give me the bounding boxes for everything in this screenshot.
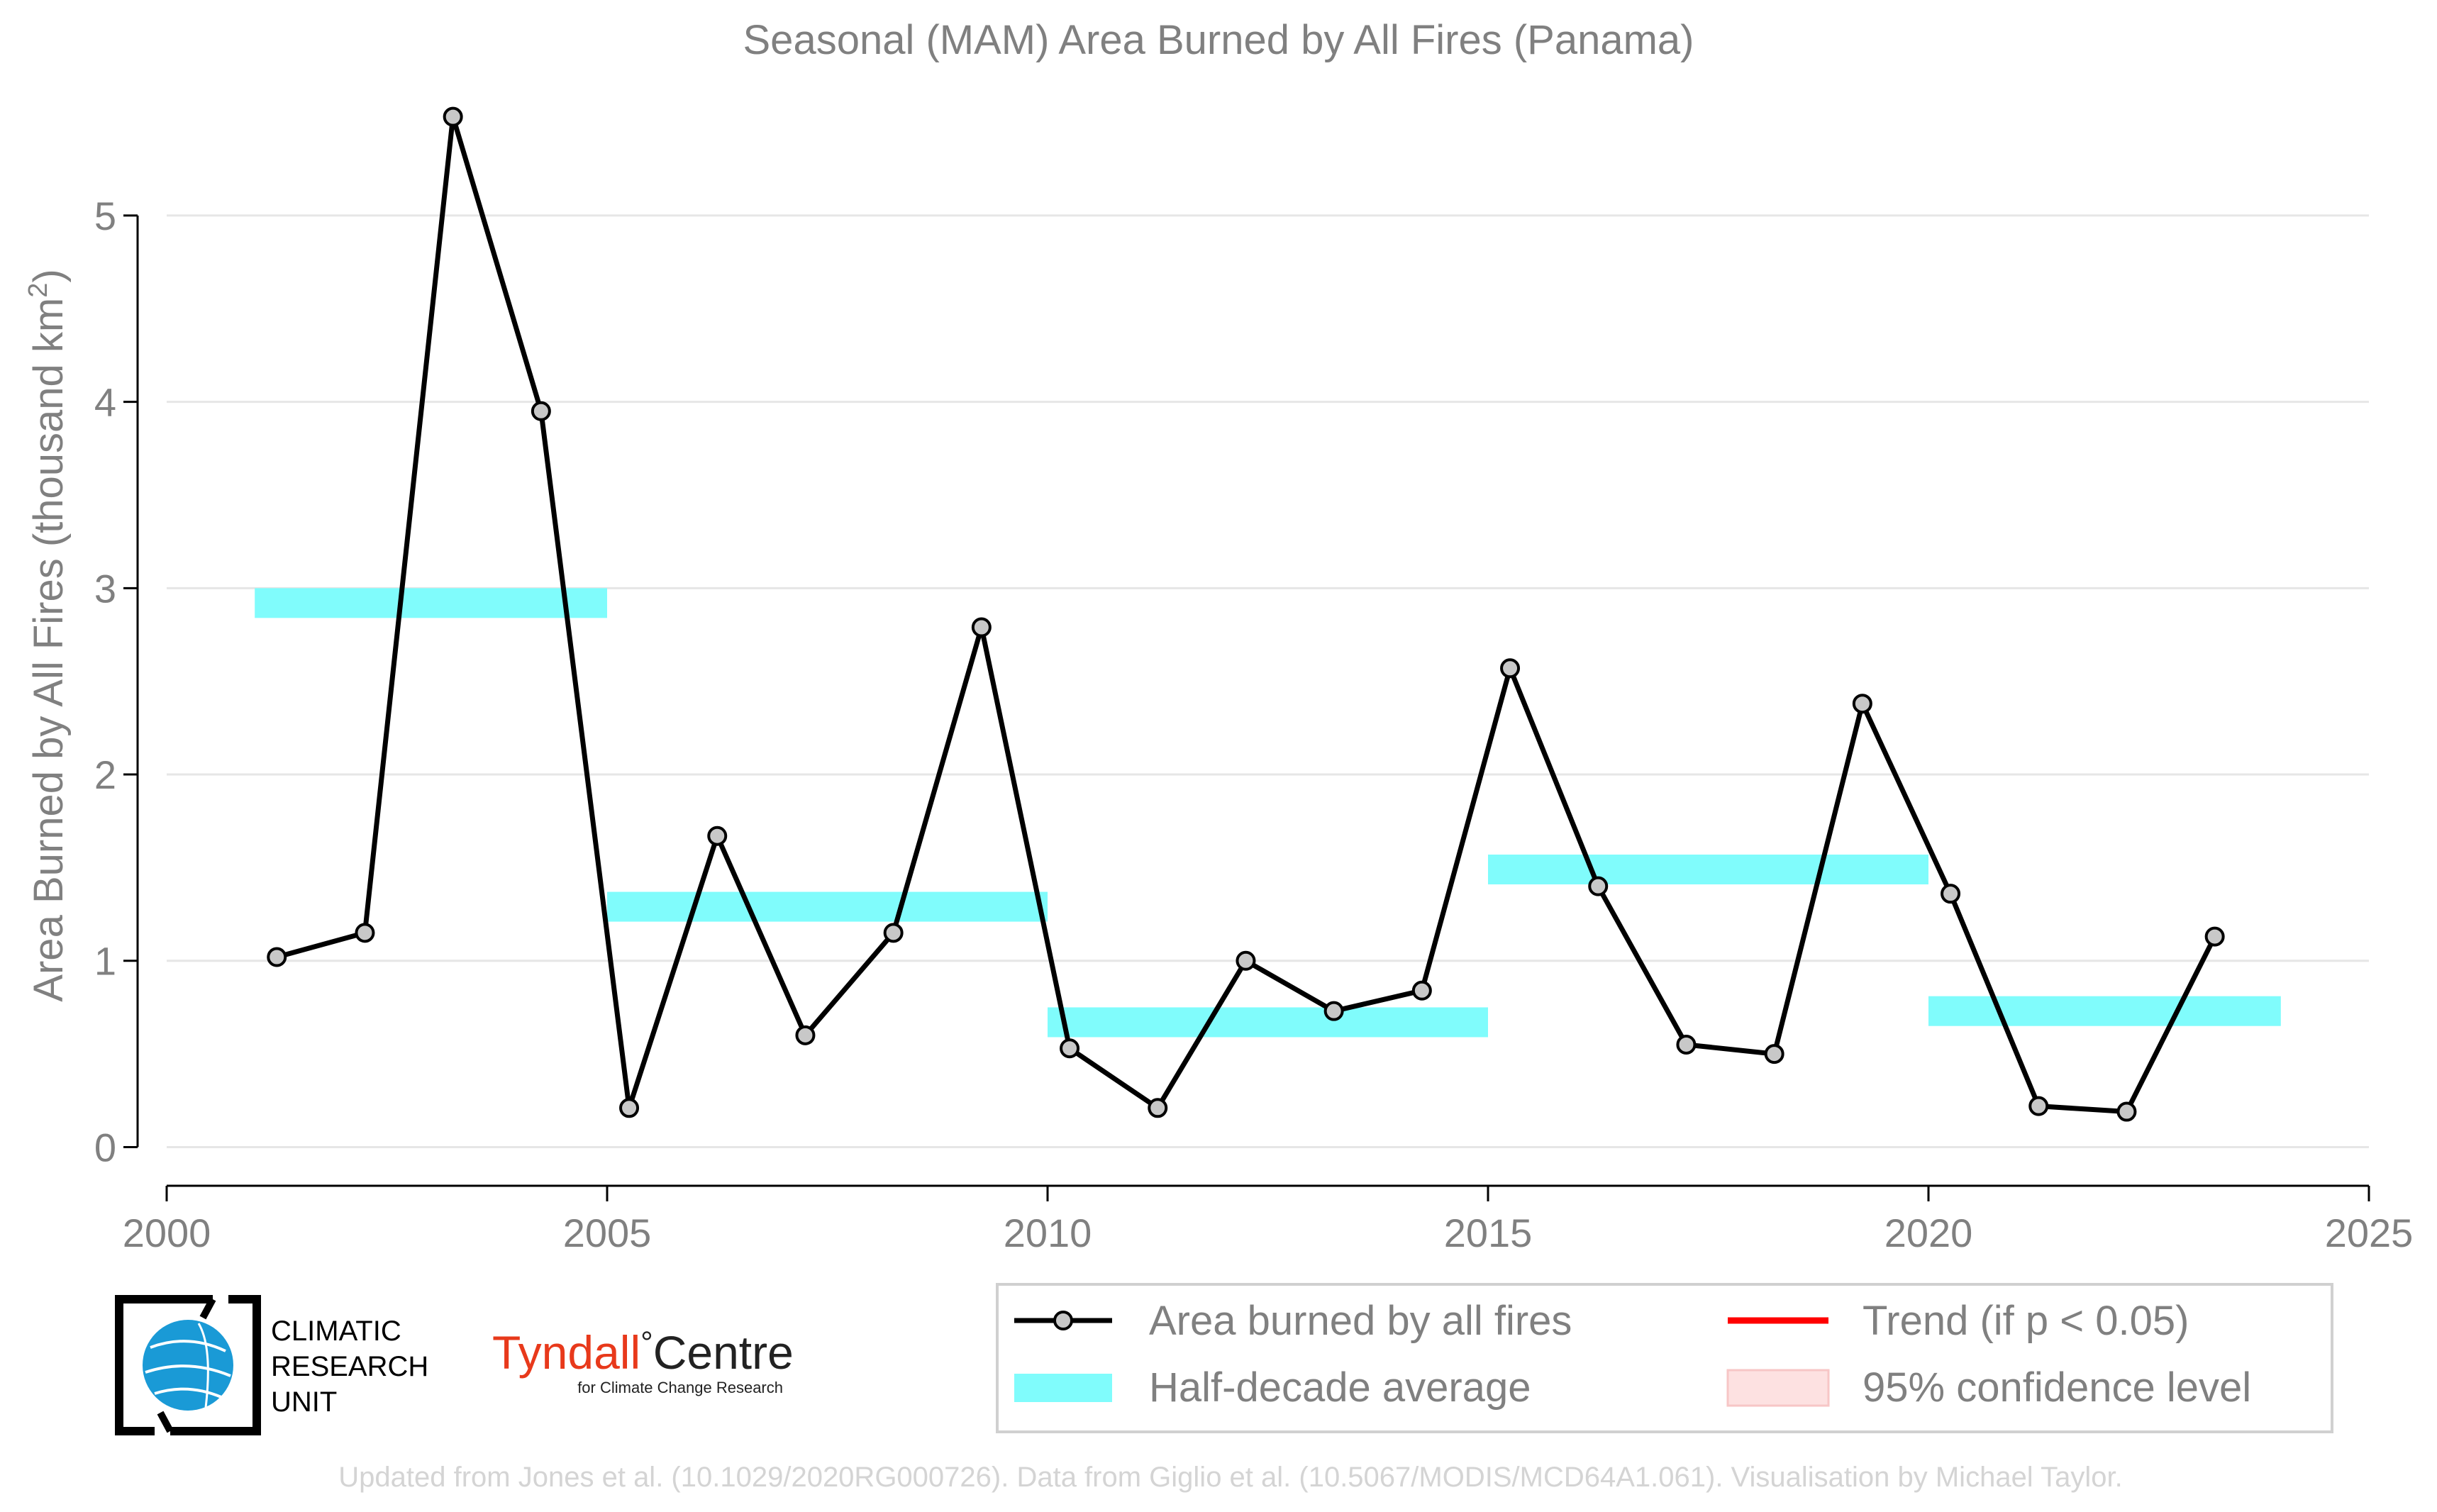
cru-text-line3: UNIT	[271, 1386, 337, 1418]
legend-marker-swatch	[1053, 1311, 1073, 1330]
data-point	[1148, 1098, 1168, 1118]
legend-label-trend: Trend (if p < 0.05)	[1863, 1298, 2189, 1344]
y-axis-label: Area Burned by All Fires (thousand km2)	[23, 269, 72, 1001]
data-point	[1236, 950, 1256, 971]
x-tick-label: 2000	[123, 1211, 211, 1255]
half-decade-band	[607, 891, 1048, 922]
axes: 0 1 2 3 4 5 2000 2005 2010 2015 2020 2025	[94, 194, 2413, 1255]
legend-label-area-burned: Area burned by all fires	[1149, 1298, 1572, 1344]
legend-frame	[996, 1283, 2333, 1433]
legend-item-trend: Trend (if p < 0.05)	[1728, 1298, 2189, 1344]
data-point	[883, 923, 904, 943]
data-point	[1588, 876, 1609, 896]
tyndall-logo: Tyndall°Centre for Climate Change Resear…	[492, 1325, 794, 1396]
data-point	[795, 1025, 816, 1045]
data-point	[2204, 926, 2225, 947]
legend-item-half-decade: Half-decade average	[1014, 1364, 1531, 1411]
data-point	[1676, 1034, 1697, 1055]
data-point	[1060, 1038, 1080, 1059]
tyndall-wordmark: Tyndall°Centre	[492, 1325, 794, 1379]
chart-title: Seasonal (MAM) Area Burned by All Fires …	[743, 17, 1694, 63]
data-point	[531, 401, 551, 421]
legend-label-half-decade: Half-decade average	[1149, 1364, 1531, 1411]
cru-logo-slash-bottom	[157, 1411, 174, 1433]
cru-logo-frame	[115, 1295, 261, 1435]
tyndall-subtitle: for Climate Change Research	[577, 1379, 783, 1396]
data-point	[1411, 980, 1432, 1001]
data-point	[1323, 1001, 1344, 1021]
half-decade-band	[1928, 996, 2281, 1026]
y-tick-label: 5	[94, 194, 116, 238]
legend-confidence-swatch	[1726, 1369, 1830, 1407]
x-tick-label: 2025	[2325, 1211, 2414, 1255]
y-tick-label: 3	[94, 566, 116, 611]
y-tick-label: 1	[94, 939, 116, 984]
data-point	[2028, 1096, 2049, 1116]
y-axis-label-end: )	[26, 269, 72, 282]
half-decade-band	[1048, 1007, 1488, 1038]
cru-logo-slash-top	[199, 1297, 216, 1320]
data-point	[1764, 1044, 1784, 1064]
series-area-burned	[267, 106, 2225, 1122]
cru-text-line2: RESEARCH	[271, 1351, 428, 1382]
data-point	[443, 106, 463, 127]
data-point	[1500, 658, 1521, 679]
globe-icon	[143, 1320, 233, 1411]
legend-item-confidence: 95% confidence level	[1726, 1364, 2251, 1411]
data-point	[355, 923, 375, 943]
data-point	[267, 947, 287, 967]
cru-logo: CLIMATIC RESEARCH UNIT	[115, 1295, 428, 1435]
data-point	[619, 1098, 640, 1118]
data-point	[1852, 694, 1872, 714]
y-tick-label: 0	[94, 1125, 116, 1169]
y-tick-label: 2	[94, 752, 116, 797]
x-tick-label: 2020	[1884, 1211, 1973, 1255]
x-tick-label: 2015	[1444, 1211, 1533, 1255]
data-point	[707, 826, 728, 846]
legend-band-swatch	[1014, 1374, 1112, 1402]
x-tick-label: 2010	[1004, 1211, 1092, 1255]
data-point	[971, 617, 992, 638]
legend: Area burned by all fires Trend (if p < 0…	[996, 1283, 2333, 1433]
half-decade-bands	[255, 588, 2281, 1038]
footer-credit: Updated from Jones et al. (10.1029/2020R…	[338, 1462, 2122, 1493]
y-axis-label-main: Area Burned by All Fires (thousand km	[26, 298, 72, 1002]
legend-label-confidence: 95% confidence level	[1863, 1364, 2251, 1411]
y-tick-label: 4	[94, 380, 116, 425]
data-point	[2116, 1101, 2137, 1122]
cru-text-line1: CLIMATIC	[271, 1316, 401, 1347]
half-decade-band	[255, 588, 607, 618]
data-point	[1941, 884, 1961, 904]
legend-item-area-burned: Area burned by all fires	[1014, 1298, 1572, 1344]
half-decade-band	[1488, 855, 1928, 885]
y-axis-label-sup: 2	[23, 283, 53, 298]
x-tick-label: 2005	[563, 1211, 652, 1255]
